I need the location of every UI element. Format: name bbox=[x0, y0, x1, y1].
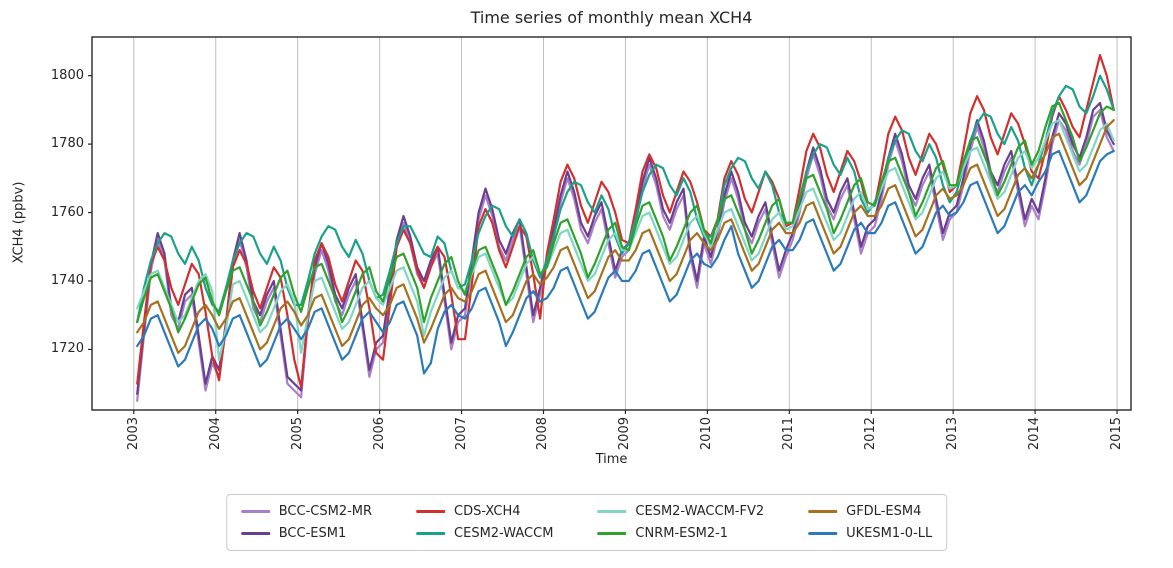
legend-line-swatch bbox=[597, 532, 627, 535]
legend-line-swatch bbox=[808, 510, 838, 513]
legend-line-swatch bbox=[416, 510, 446, 513]
legend-line-swatch bbox=[416, 532, 446, 535]
legend-item-bcc-csm2-mr: BCC-CSM2-MR bbox=[240, 504, 373, 519]
legend-line-swatch bbox=[808, 532, 838, 535]
legend-label: BCC-ESM1 bbox=[278, 526, 347, 541]
legend-line-swatch bbox=[240, 532, 270, 535]
legend-column: GFDL-ESM4 UKESM1-0-LL bbox=[808, 504, 932, 541]
legend-item-cds-xch4: CDS-XCH4 bbox=[416, 504, 553, 519]
x-tick-label: 2014 bbox=[1027, 417, 1043, 451]
x-tick-label: 2010 bbox=[699, 417, 715, 451]
legend-line-swatch bbox=[597, 510, 627, 513]
legend-label: BCC-CSM2-MR bbox=[278, 504, 373, 519]
y-axis-label: XCH4 (ppbv) bbox=[11, 181, 27, 264]
x-tick-label: 2009 bbox=[617, 417, 633, 451]
legend-label: GFDL-ESM4 bbox=[846, 504, 922, 519]
legend-column: BCC-CSM2-MR BCC-ESM1 bbox=[240, 504, 373, 541]
y-tick-label: 1780 bbox=[50, 136, 84, 152]
x-tick-label: 2006 bbox=[371, 417, 387, 451]
x-axis-label: Time bbox=[595, 452, 628, 467]
y-tick-label: 1800 bbox=[50, 67, 84, 83]
legend-item-cnrm-esm2-1: CNRM-ESM2-1 bbox=[597, 526, 764, 541]
legend-label: CESM2-WACCM-FV2 bbox=[635, 504, 765, 519]
series-line-gfdl-esm4 bbox=[136, 119, 1115, 354]
chart-title: Time series of monthly mean XCH4 bbox=[470, 8, 753, 27]
series-line-cds-xch4 bbox=[136, 53, 1115, 389]
x-tick-label: 2008 bbox=[535, 417, 551, 451]
legend-label: CDS-XCH4 bbox=[454, 504, 521, 519]
y-tick-label: 1740 bbox=[50, 272, 84, 288]
series-line-ukesm1-0-ll bbox=[136, 149, 1115, 375]
x-tick-label: 2013 bbox=[945, 417, 961, 451]
legend: BCC-CSM2-MR BCC-ESM1 CDS-XCH4 CESM2-WACCM CE… bbox=[225, 494, 948, 551]
axes-frame bbox=[91, 36, 1132, 411]
legend-item-ukesm1-0-ll: UKESM1-0-LL bbox=[808, 526, 932, 541]
legend-label: CNRM-ESM2-1 bbox=[635, 526, 729, 541]
x-tick-label: 2012 bbox=[863, 417, 879, 451]
x-tick-label: 2011 bbox=[781, 417, 797, 451]
legend-column: CESM2-WACCM-FV2 CNRM-ESM2-1 bbox=[597, 504, 764, 541]
x-tick-label: 2003 bbox=[125, 417, 141, 451]
legend-item-cesm2-waccm-fv2: CESM2-WACCM-FV2 bbox=[597, 504, 764, 519]
legend-item-gfdl-esm4: GFDL-ESM4 bbox=[808, 504, 932, 519]
x-tick-label: 2005 bbox=[289, 417, 305, 451]
legend-item-bcc-esm1: BCC-ESM1 bbox=[240, 526, 372, 541]
y-tick-label: 1760 bbox=[50, 204, 84, 220]
series-line-cnrm-esm2-1 bbox=[136, 101, 1115, 334]
x-tick-label: 2004 bbox=[207, 417, 223, 451]
y-tick-label: 1720 bbox=[50, 341, 84, 357]
series-line-cesm2-waccm-fv2 bbox=[136, 119, 1115, 361]
legend-item-cesm2-waccm: CESM2-WACCM bbox=[416, 526, 553, 541]
series-line-bcc-csm2-mr bbox=[136, 108, 1115, 402]
legend-column: CDS-XCH4 CESM2-WACCM bbox=[416, 504, 553, 541]
legend-label: UKESM1-0-LL bbox=[846, 526, 933, 541]
x-tick-label: 2015 bbox=[1109, 417, 1125, 451]
legend-line-swatch bbox=[240, 510, 270, 513]
legend-label: CESM2-WACCM bbox=[454, 526, 554, 541]
x-tick-label: 2007 bbox=[453, 417, 469, 451]
